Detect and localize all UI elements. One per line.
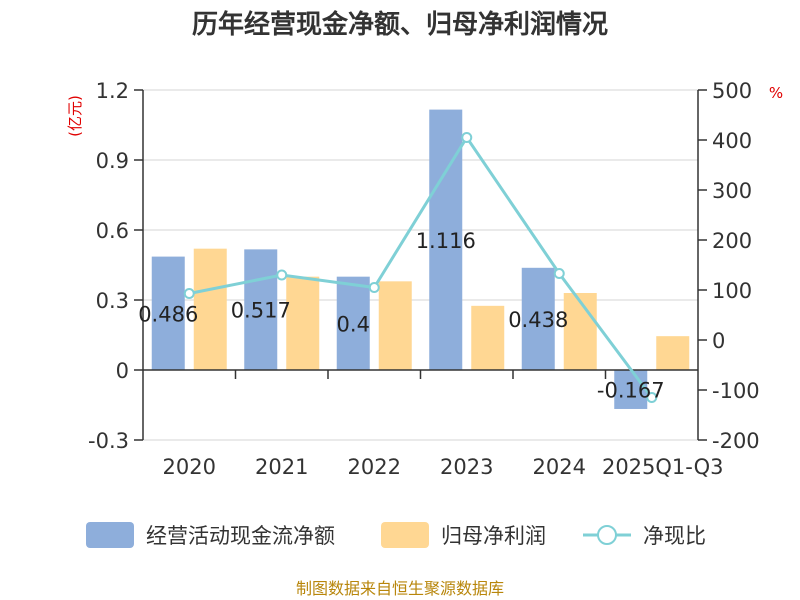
category-label-2021: 2021 [255, 455, 308, 479]
ratio-point-2024 [553, 268, 565, 279]
legend-item-net-profit: 归母净利润 [381, 522, 546, 548]
left-tick-label: 0.9 [96, 149, 129, 173]
axes: 1.2 0.9 0.6 0.3 0 -0.3 500 400 300 200 100 0 -100 -20… [88, 79, 760, 479]
data-label-2023: 1.116 [416, 229, 476, 253]
left-axis-unit: (亿元) [66, 95, 84, 137]
left-tick-label: -0.3 [88, 429, 129, 453]
legend-label-cashflow: 经营活动现金流净额 [146, 524, 335, 548]
right-tick-label: -100 [712, 379, 760, 403]
data-label-2025Q1-Q3: -0.167 [597, 378, 665, 402]
category-label-2023: 2023 [440, 455, 493, 479]
legend-label-net-profit: 归母净利润 [441, 524, 546, 548]
legend-swatch-cashflow [86, 522, 134, 548]
legend-marker-ratio [597, 525, 617, 545]
legend-item-ratio: 净现比 [583, 524, 706, 548]
bar-net-profit-2020 [193, 248, 227, 370]
category-label-2022: 2022 [348, 455, 401, 479]
ratio-line-path [188, 134, 653, 399]
left-tick-label: 0 [116, 359, 129, 383]
bar-net-profit-2021 [286, 276, 320, 370]
bar-net-profit-2023 [471, 305, 505, 370]
category-label-2025Q1-Q3: 2025Q1-Q3 [602, 455, 724, 479]
data-label-2022: 0.4 [337, 312, 370, 336]
grid-lines [143, 89, 698, 441]
ratio-point-2025Q1-Q3 [646, 392, 658, 403]
ratio-point-2022 [368, 282, 380, 293]
bar-cashflow-2020 [151, 256, 185, 370]
legend: 经营活动现金流净额 归母净利润 净现比 [86, 522, 706, 548]
data-label-2020: 0.486 [138, 302, 198, 326]
chart-title: 历年经营现金净额、归母净利润情况 [192, 9, 608, 40]
category-label-2024: 2024 [533, 455, 586, 479]
ratio-line [183, 132, 658, 403]
right-tick-label: 200 [712, 229, 752, 253]
right-tick-label: 0 [712, 329, 725, 353]
right-tick-label: 300 [712, 179, 752, 203]
right-tick-label: 400 [712, 129, 752, 153]
legend-label-ratio: 净现比 [643, 524, 706, 548]
ratio-point-2021 [276, 269, 288, 281]
left-tick-label: 1.2 [96, 79, 129, 103]
source-note: 制图数据来自恒生聚源数据库 [296, 579, 504, 598]
data-label-2024: 0.438 [508, 308, 568, 332]
ratio-point-2023 [461, 132, 473, 143]
right-axis-unit: % [769, 84, 783, 102]
legend-swatch-net-profit [381, 522, 429, 548]
ratio-point-2020 [183, 288, 195, 299]
bar-net-profit-2025Q1-Q3 [656, 336, 690, 370]
bar-cashflow-2022 [336, 276, 370, 370]
right-tick-label: -200 [712, 429, 760, 453]
bar-cashflow-2025Q1-Q3 [614, 370, 648, 409]
right-tick-label: 100 [712, 279, 752, 303]
data-labels: 0.486 0.517 0.4 1.116 0.438 -0.167 [138, 229, 664, 403]
bar-cashflow-2024 [521, 267, 555, 370]
bars [151, 109, 690, 409]
legend-item-cashflow: 经营活动现金流净额 [86, 522, 335, 548]
category-label-2020: 2020 [163, 455, 216, 479]
left-tick-label: 0.6 [96, 219, 129, 243]
right-tick-label: 500 [712, 79, 752, 103]
left-tick-label: 0.3 [96, 289, 129, 313]
bar-cashflow-2021 [244, 249, 278, 370]
bar-net-profit-2024 [563, 293, 597, 370]
bar-net-profit-2022 [378, 281, 412, 370]
data-label-2021: 0.517 [231, 299, 291, 323]
